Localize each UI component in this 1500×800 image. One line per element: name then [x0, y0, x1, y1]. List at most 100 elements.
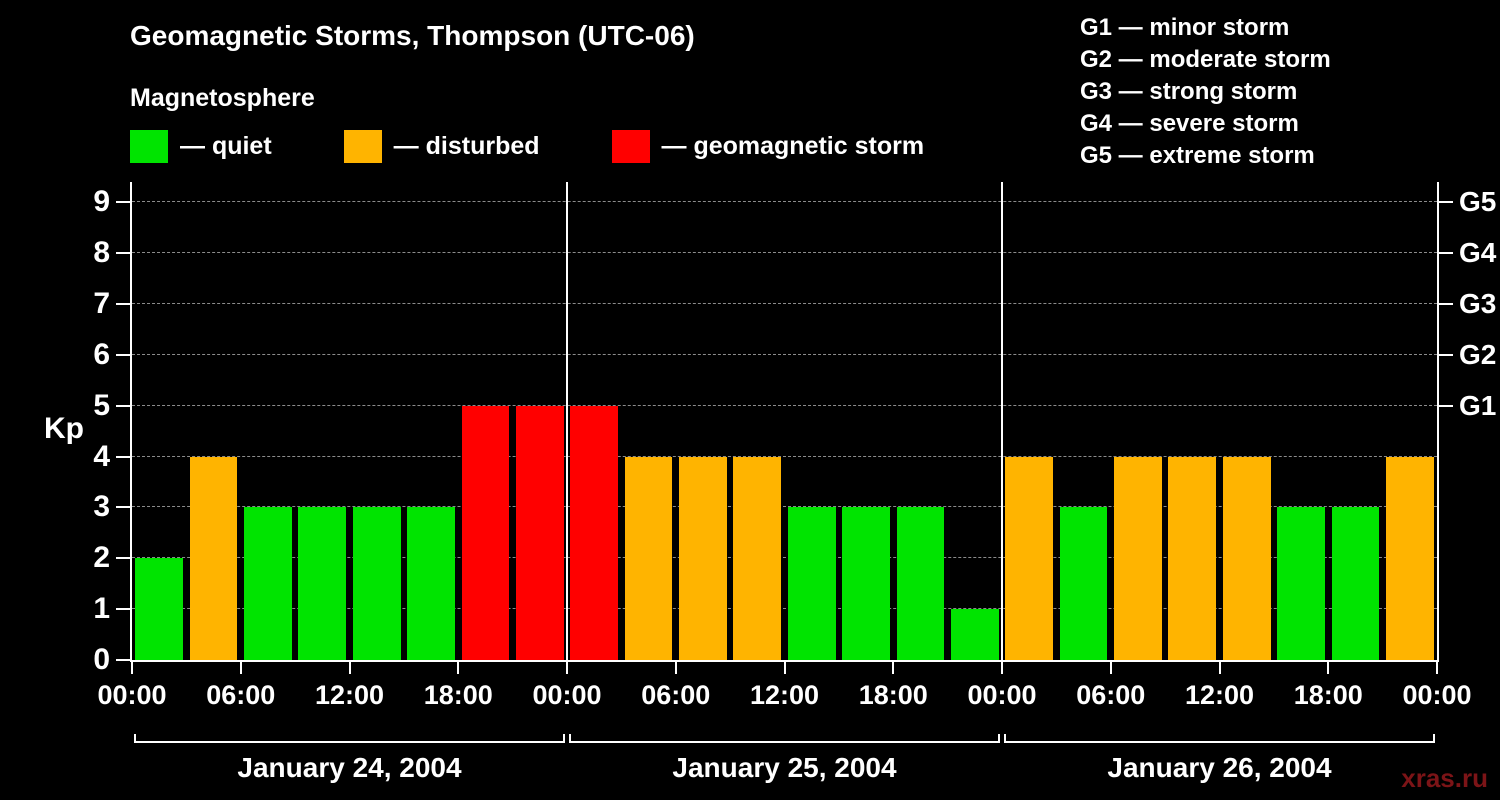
y-tick-label-7: 7	[93, 287, 110, 321]
legend-item-quiet: — quiet	[130, 130, 272, 163]
gridline-kp-7	[132, 303, 1437, 305]
kp-bar	[352, 507, 401, 660]
gridline-kp-5	[132, 404, 1437, 406]
kp-bar	[1331, 507, 1380, 660]
x-tick-label: 06:00	[1076, 680, 1146, 710]
legend-swatch-storm	[611, 130, 650, 163]
y-tick-label-9: 9	[93, 185, 110, 219]
kp-bar	[896, 507, 945, 660]
day-date-label: January 26, 2004	[1107, 752, 1332, 783]
x-tick-label: 00:00	[532, 680, 602, 710]
day-date-label: January 24, 2004	[237, 752, 462, 783]
legend-item-disturbed: — disturbed	[343, 130, 540, 163]
x-tick	[348, 662, 351, 674]
watermark: xras.ru	[1401, 763, 1488, 793]
kp-bar	[189, 456, 238, 660]
day-bracket	[134, 734, 565, 743]
kp-bar	[461, 405, 510, 660]
y-axis-title: Kp	[44, 412, 84, 445]
x-tick-label: 00:00	[967, 680, 1037, 710]
gridline-kp-8	[132, 252, 1437, 254]
kp-bar	[842, 507, 890, 660]
storm-scale-legend: G1 — minor storm G2 — moderate storm G3 — …	[1080, 12, 1331, 172]
y-tick-3	[116, 506, 130, 509]
x-tick-label: 18:00	[1293, 680, 1363, 710]
kp-bar	[1005, 456, 1054, 660]
y-tick-label-1: 1	[93, 592, 110, 626]
x-tick-label: 18:00	[423, 680, 493, 710]
gridline-kp-2	[132, 557, 1437, 559]
y-tick-5	[116, 404, 130, 407]
kp-bar	[787, 507, 836, 660]
x-tick	[1001, 662, 1003, 674]
x-tick-label: 18:00	[858, 680, 928, 710]
day-date-label: January 25, 2004	[672, 752, 897, 783]
x-tick	[674, 662, 677, 674]
kp-bar	[1168, 456, 1217, 660]
y-tick-label-8: 8	[93, 236, 110, 270]
x-tick	[457, 662, 460, 674]
x-tick-label: 00:00	[1402, 680, 1472, 710]
legend-label-quiet: — quiet	[180, 132, 272, 160]
kp-bar	[1385, 456, 1434, 660]
storm-scale-item-1: G1 — minor storm	[1080, 14, 1290, 41]
legend-swatch-disturbed	[343, 130, 382, 163]
day-bracket	[568, 734, 1000, 743]
y-tick-label-0: 0	[93, 643, 110, 676]
x-tick	[1327, 662, 1330, 674]
kp-color-legend: — quiet — disturbed — geomagnetic storm	[130, 130, 924, 163]
kp-bar	[1059, 507, 1108, 660]
gridline-kp-9	[132, 201, 1437, 203]
storm-scale-item-3: G3 — strong storm	[1080, 78, 1298, 105]
y-tick-2	[116, 557, 130, 560]
right-tick-G3	[1439, 303, 1453, 306]
day-separator	[1001, 182, 1003, 660]
right-tick-label-G4: G4	[1459, 237, 1497, 269]
x-tick-label: 00:00	[97, 680, 167, 710]
plot-area: 0 1 2 3 4 5 6 7 8 9 G1 G2 G3 G4 G5 00:00 06:00 12:00 18:00…	[93, 182, 1496, 783]
x-tick	[1436, 662, 1438, 674]
kp-bar	[298, 507, 347, 660]
kp-bar	[570, 405, 619, 660]
gridline-kp-3	[132, 506, 1437, 508]
kp-bar	[515, 405, 564, 660]
right-tick-label-G3: G3	[1459, 288, 1497, 320]
kp-bar	[407, 507, 455, 660]
x-tick-label: 12:00	[314, 680, 385, 710]
y-tick-4	[116, 455, 130, 458]
y-tick-9	[116, 201, 130, 204]
legend-label-disturbed: — disturbed	[393, 132, 540, 160]
right-tick-G2	[1439, 353, 1453, 356]
x-tick-label: 12:00	[749, 680, 820, 710]
legend-swatch-quiet	[130, 130, 168, 163]
kp-bar	[1277, 507, 1325, 660]
right-tick-label-G2: G2	[1459, 338, 1497, 370]
x-tick-label: 06:00	[206, 680, 276, 710]
gridline-kp-4	[132, 455, 1437, 457]
right-tick-G4	[1439, 252, 1453, 255]
y-tick-label-3: 3	[93, 490, 110, 524]
right-tick-G5	[1439, 201, 1453, 204]
y-tick-label-4: 4	[93, 439, 110, 473]
right-tick-G1	[1439, 404, 1453, 407]
x-tick	[131, 662, 133, 674]
kp-bar	[950, 609, 999, 660]
page-title: Geomagnetic Storms, Thompson (UTC-06)	[130, 20, 695, 51]
legend-item-storm: — geomagnetic storm	[611, 130, 924, 163]
x-tick	[783, 662, 786, 674]
right-tick-label-G1: G1	[1459, 389, 1497, 421]
y-tick-7	[116, 303, 130, 306]
x-tick	[239, 662, 242, 674]
y-tick-1	[116, 608, 130, 611]
kp-bar	[244, 507, 292, 660]
kp-bar	[733, 456, 782, 660]
chart-subtitle: Magnetosphere	[130, 84, 315, 112]
gridline-kp-6	[132, 353, 1437, 355]
y-tick-8	[116, 252, 130, 255]
storm-scale-item-4: G4 — severe storm	[1080, 110, 1299, 137]
right-tick-label-G5: G5	[1459, 186, 1497, 218]
kp-bar	[1114, 456, 1162, 660]
y-tick-label-2: 2	[93, 541, 110, 575]
day-separator	[566, 182, 568, 660]
